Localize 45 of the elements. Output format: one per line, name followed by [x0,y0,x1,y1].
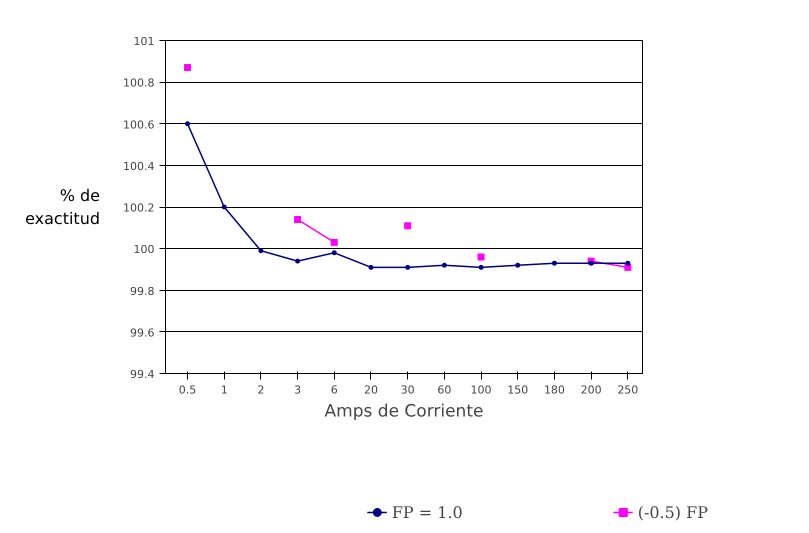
x-tick-label: 100 [470,384,492,396]
point [478,264,484,270]
legend-label: FP = 1.0 [392,502,463,522]
point [294,216,302,223]
x-tick-label: 200 [580,384,602,396]
point [185,121,190,126]
x-tick-label: 250 [617,384,638,396]
point [404,222,412,230]
y-tick-label: 100.8 [123,76,155,90]
point [478,253,485,260]
point [588,260,594,266]
y-tick-label: 99.4 [130,368,155,381]
x-tick-label: 0.5 [178,384,196,396]
x-tick-label: 1 [220,384,228,396]
y-tick-label: 100.4 [123,160,155,173]
point [258,248,264,254]
x-tick-label: 180 [544,384,565,396]
point [295,258,300,264]
point [552,260,557,266]
x-tick-label: 150 [507,384,528,396]
x-axis-title: Amps de Corriente [324,402,484,422]
x-tick-label: 6 [330,384,338,396]
x-tick-label: 20 [364,384,378,396]
point [625,260,630,266]
point [332,250,337,256]
point [330,238,338,246]
y-axis-title: % de exactitud [25,186,100,228]
y-tick-label: 99.6 [130,326,155,340]
y-tick-label: 101 [134,35,155,48]
point [405,264,410,270]
x-tick-label: 60 [437,384,452,396]
legend-label: (-0.5) FP [638,502,708,522]
point [184,64,192,72]
y-tick-label: 100 [134,243,155,256]
y-tick-label: 100.6 [123,118,155,132]
x-tick-label: 30 [400,384,415,396]
point [368,264,374,270]
point [515,262,520,268]
point [624,264,632,271]
point [442,262,447,268]
y-tick-label: 99.8 [130,284,155,298]
point [222,204,227,210]
y-tick-label: 100.2 [123,202,155,214]
x-tick-label: 2 [257,384,264,396]
x-tick-label: 3 [294,384,302,396]
